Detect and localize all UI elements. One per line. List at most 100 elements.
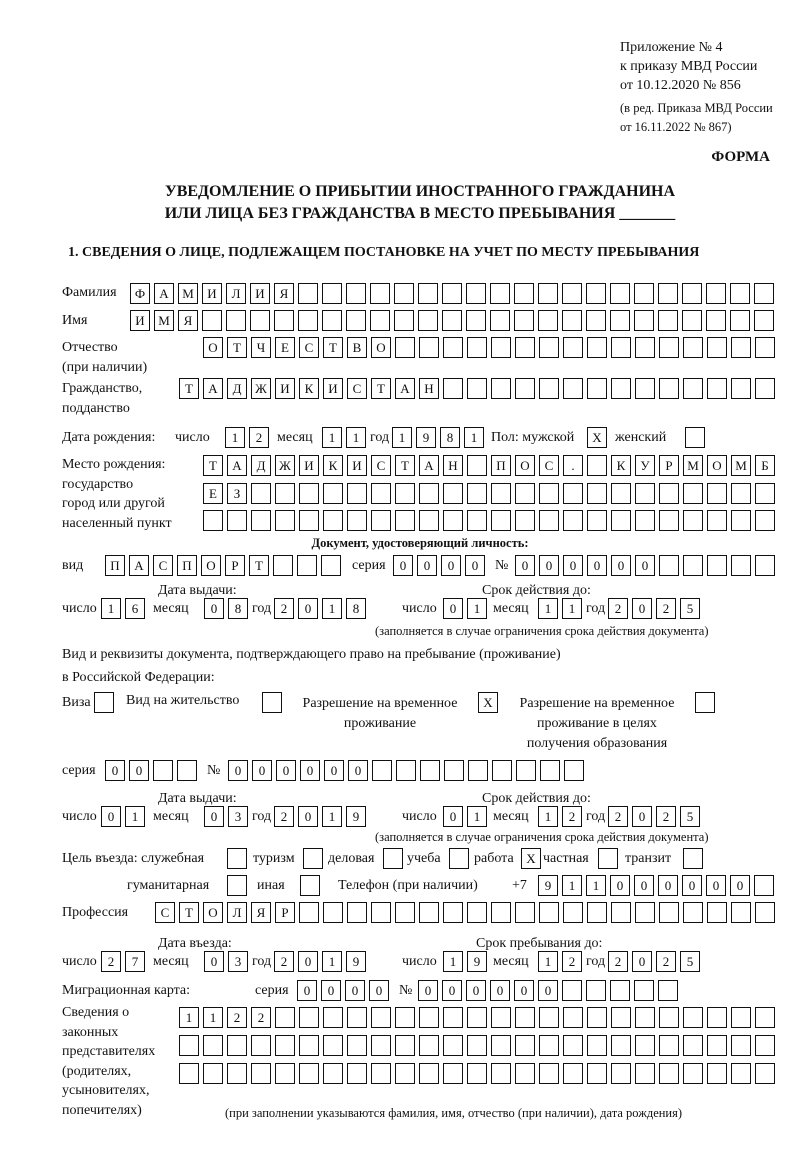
char-cell[interactable] — [755, 1063, 775, 1084]
char-cell[interactable] — [707, 378, 727, 399]
char-cell[interactable] — [659, 1007, 679, 1028]
char-cell[interactable] — [491, 337, 511, 358]
char-cell[interactable] — [659, 902, 679, 923]
char-cell[interactable]: 0 — [442, 980, 462, 1001]
char-cell[interactable] — [562, 310, 582, 331]
char-cell[interactable] — [563, 378, 583, 399]
char-cell[interactable] — [563, 337, 583, 358]
char-cell[interactable]: 3 — [228, 951, 248, 972]
char-cell[interactable]: 0 — [298, 806, 318, 827]
char-cell[interactable]: 2 — [608, 806, 628, 827]
char-cell[interactable]: 0 — [515, 555, 535, 576]
char-cell[interactable]: 0 — [105, 760, 125, 781]
char-cell[interactable] — [371, 1063, 391, 1084]
char-cell[interactable] — [444, 760, 464, 781]
char-cell[interactable]: 1 — [322, 806, 342, 827]
char-cell[interactable] — [707, 337, 727, 358]
char-cell[interactable] — [635, 483, 655, 504]
checkbox-cell[interactable] — [303, 848, 323, 869]
char-cell[interactable] — [323, 510, 343, 531]
char-cell[interactable]: 1 — [322, 951, 342, 972]
char-cell[interactable] — [419, 1063, 439, 1084]
char-cell[interactable] — [491, 510, 511, 531]
char-cell[interactable] — [467, 455, 487, 476]
checkbox-cell[interactable] — [262, 692, 282, 713]
char-cell[interactable]: 9 — [416, 427, 436, 448]
char-cell[interactable]: 0 — [228, 760, 248, 781]
char-cell[interactable]: 1 — [392, 427, 412, 448]
char-cell[interactable] — [203, 1035, 223, 1056]
char-cell[interactable] — [491, 483, 511, 504]
char-cell[interactable] — [275, 483, 295, 504]
char-cell[interactable]: Б — [755, 455, 775, 476]
char-cell[interactable]: Я — [274, 283, 294, 304]
char-cell[interactable] — [563, 1035, 583, 1056]
char-cell[interactable] — [323, 1063, 343, 1084]
char-cell[interactable]: 0 — [204, 806, 224, 827]
char-cell[interactable] — [610, 980, 630, 1001]
checkbox-cell[interactable] — [449, 848, 469, 869]
char-cell[interactable]: 2 — [656, 806, 676, 827]
char-cell[interactable] — [707, 1035, 727, 1056]
char-cell[interactable]: 0 — [348, 760, 368, 781]
char-cell[interactable]: 1 — [125, 806, 145, 827]
char-cell[interactable]: 1 — [538, 598, 558, 619]
checkbox-cell[interactable] — [685, 427, 705, 448]
char-cell[interactable] — [395, 1035, 415, 1056]
char-cell[interactable]: 3 — [228, 806, 248, 827]
char-cell[interactable]: 0 — [204, 598, 224, 619]
char-cell[interactable] — [539, 337, 559, 358]
char-cell[interactable]: А — [203, 378, 223, 399]
char-cell[interactable] — [635, 1007, 655, 1028]
char-cell[interactable]: 5 — [680, 806, 700, 827]
char-cell[interactable] — [634, 283, 654, 304]
char-cell[interactable]: И — [323, 378, 343, 399]
char-cell[interactable]: К — [323, 455, 343, 476]
char-cell[interactable] — [250, 310, 270, 331]
char-cell[interactable] — [611, 1007, 631, 1028]
char-cell[interactable] — [587, 902, 607, 923]
char-cell[interactable]: Д — [227, 378, 247, 399]
char-cell[interactable]: 0 — [466, 980, 486, 1001]
char-cell[interactable] — [491, 1035, 511, 1056]
char-cell[interactable] — [635, 1035, 655, 1056]
char-cell[interactable] — [539, 483, 559, 504]
char-cell[interactable] — [514, 283, 534, 304]
char-cell[interactable] — [538, 310, 558, 331]
char-cell[interactable] — [683, 483, 703, 504]
char-cell[interactable]: 1 — [586, 875, 606, 896]
char-cell[interactable] — [491, 378, 511, 399]
char-cell[interactable]: 0 — [101, 806, 121, 827]
char-cell[interactable] — [443, 510, 463, 531]
char-cell[interactable] — [419, 510, 439, 531]
char-cell[interactable]: 1 — [322, 427, 342, 448]
char-cell[interactable]: З — [227, 483, 247, 504]
char-cell[interactable]: 1 — [562, 875, 582, 896]
char-cell[interactable] — [468, 760, 488, 781]
char-cell[interactable] — [299, 1063, 319, 1084]
char-cell[interactable] — [395, 1063, 415, 1084]
char-cell[interactable] — [153, 760, 173, 781]
char-cell[interactable] — [443, 902, 463, 923]
char-cell[interactable] — [730, 310, 750, 331]
char-cell[interactable] — [179, 1035, 199, 1056]
char-cell[interactable]: Р — [275, 902, 295, 923]
checkbox-cell[interactable]: X — [478, 692, 498, 713]
checkbox-cell[interactable] — [300, 875, 320, 896]
char-cell[interactable]: П — [177, 555, 197, 576]
char-cell[interactable] — [419, 902, 439, 923]
char-cell[interactable]: Т — [323, 337, 343, 358]
char-cell[interactable] — [563, 1007, 583, 1028]
char-cell[interactable]: 6 — [125, 598, 145, 619]
char-cell[interactable]: 0 — [465, 555, 485, 576]
char-cell[interactable] — [515, 378, 535, 399]
char-cell[interactable]: Ч — [251, 337, 271, 358]
char-cell[interactable]: 0 — [730, 875, 750, 896]
char-cell[interactable] — [419, 337, 439, 358]
char-cell[interactable]: 0 — [443, 806, 463, 827]
char-cell[interactable]: Т — [179, 378, 199, 399]
char-cell[interactable] — [755, 483, 775, 504]
char-cell[interactable] — [371, 510, 391, 531]
char-cell[interactable]: П — [491, 455, 511, 476]
char-cell[interactable] — [371, 483, 391, 504]
